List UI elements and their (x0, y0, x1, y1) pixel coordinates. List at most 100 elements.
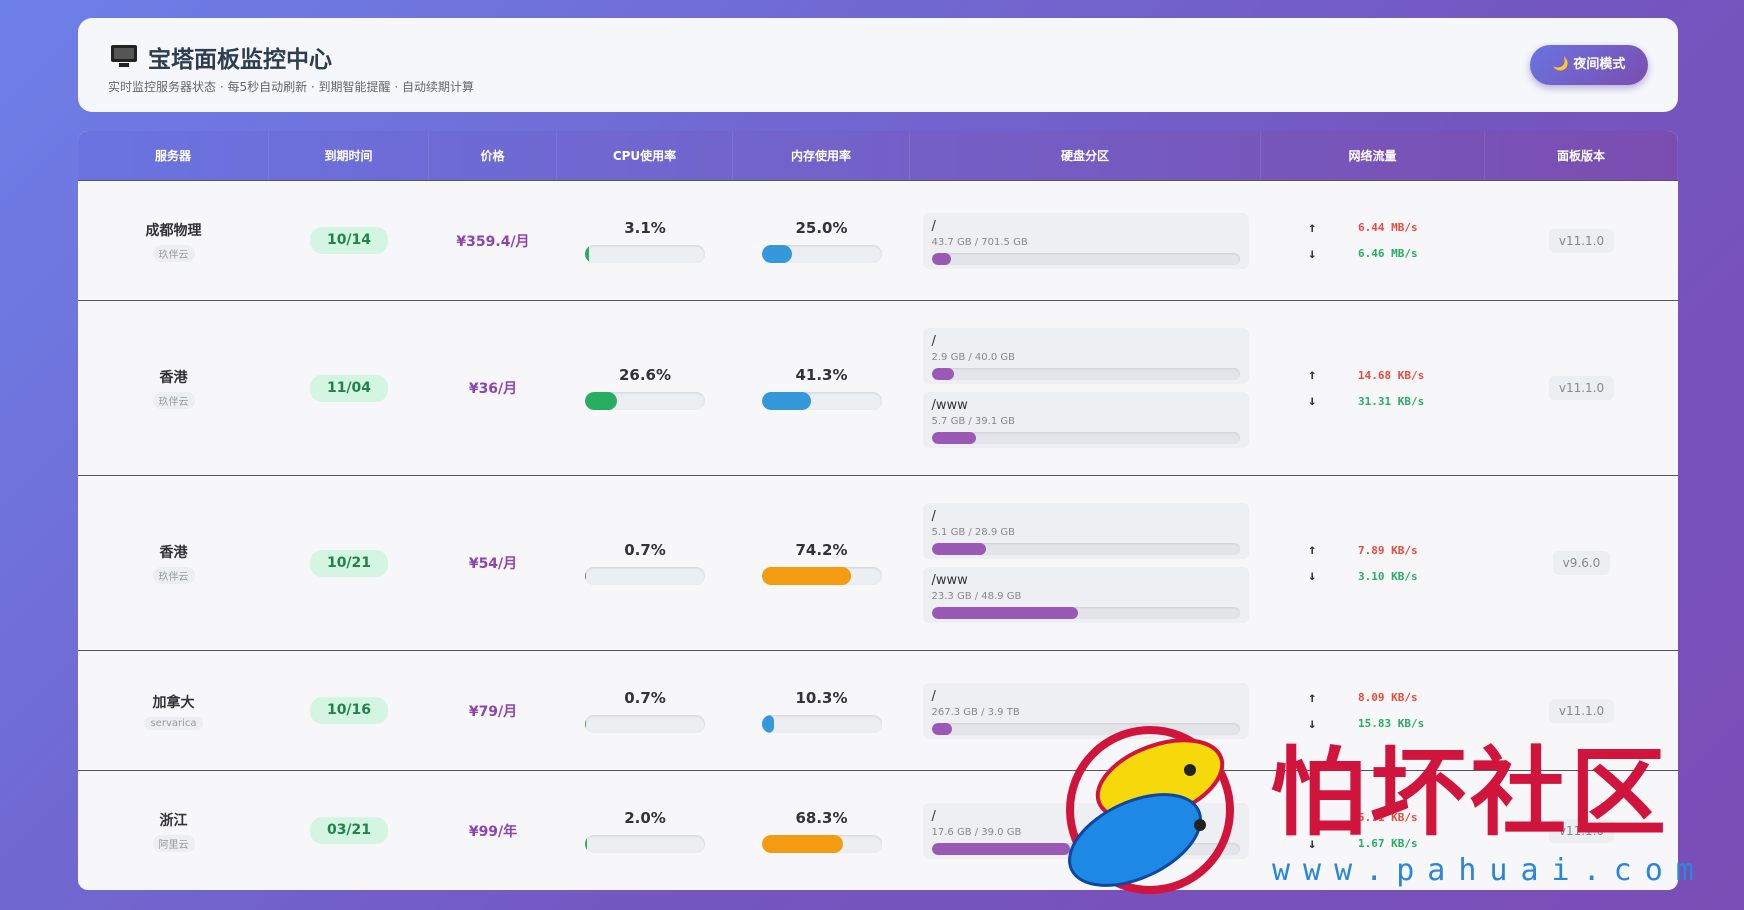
cell: 10/16 (269, 651, 429, 770)
cell: 03/21 (269, 771, 429, 890)
disk-partition: / 2.9 GB / 40.0 GB (922, 328, 1249, 384)
cell: / 5.1 GB / 28.9 GB/www 23.3 GB / 48.9 GB (910, 476, 1261, 650)
download-arrow: ↓ (1308, 393, 1317, 409)
cell: v9.6.0 (1485, 476, 1678, 650)
cpu-bar (585, 834, 588, 853)
cpu-percent: 26.6% (618, 366, 672, 384)
download-speed: 3.10 KB/s (1358, 569, 1418, 583)
memory-bar-track (761, 244, 882, 263)
download-speed: 31.31 KB/s (1358, 394, 1425, 408)
cell: v11.1.0 (1485, 771, 1678, 890)
download-speed: 15.83 KB/s (1358, 717, 1425, 730)
download-speed: 1.67 KB/s (1358, 837, 1418, 850)
server-row: 香港 玖伴云 11/04 ¥36/月 26.6% 41.3% / 2.9 GB / 40.0 … (78, 300, 1678, 475)
cell: 香港 玖伴云 (78, 476, 269, 650)
disk-bar (931, 368, 954, 380)
download-line: ↓ 15.83 KB/s (1308, 716, 1438, 732)
upload-line: ↑ 8.09 KB/s (1308, 690, 1438, 706)
disk-bar (931, 722, 953, 735)
cpu-bar-track (585, 834, 705, 853)
version-badge: v9.6.0 (1552, 551, 1611, 575)
server-name: 浙江 (159, 812, 188, 829)
expiry-badge: 10/14 (310, 227, 388, 254)
cell: 10/14 (269, 181, 429, 300)
upload-speed: 14.68 KB/s (1358, 368, 1425, 382)
expiry-badge: 03/21 (310, 817, 388, 844)
cell: 10/21 (269, 476, 429, 650)
disk-bar-track (931, 842, 1240, 855)
upload-speed: 7.89 KB/s (1358, 543, 1418, 557)
download-line: ↓ 3.10 KB/s (1308, 568, 1438, 584)
cell: ¥99/年 (429, 771, 557, 890)
provider-badge: 阿里云 (152, 834, 195, 852)
cpu-bar (585, 714, 586, 733)
memory-percent: 74.2% (795, 541, 848, 559)
download-arrow: ↓ (1308, 835, 1317, 852)
memory-bar (761, 834, 844, 853)
upload-line: ↑ 6.44 MB/s (1308, 220, 1438, 236)
upload-speed: 5.71 KB/s (1358, 811, 1418, 824)
cell: 68.3% (733, 771, 910, 890)
column-header: 面板版本 (1485, 131, 1678, 180)
disk-usage: 43.7 GB / 701.5 GB (931, 236, 1028, 248)
cpu-percent: 0.7% (624, 688, 666, 707)
provider-badge: 玖伴云 (152, 567, 195, 584)
night-mode-button[interactable]: 🌙 夜间模式 (1530, 45, 1648, 85)
disk-mount: /www (931, 398, 968, 413)
upload-arrow: ↑ (1308, 689, 1317, 706)
disk-mount: / (931, 509, 936, 524)
disk-partition: / 43.7 GB / 701.5 GB (922, 212, 1249, 269)
disk-partition: /www 5.7 GB / 39.1 GB (922, 392, 1249, 448)
disk-partition: /www 23.3 GB / 48.9 GB (922, 567, 1249, 623)
cell: 25.0% (733, 181, 910, 300)
disk-mount: / (931, 808, 936, 824)
expiry-badge: 10/21 (310, 549, 388, 577)
disk-usage: 267.3 GB / 3.9 TB (931, 706, 1020, 718)
expiry-badge: 10/16 (310, 697, 388, 724)
upload-line: ↑ 14.68 KB/s (1308, 367, 1438, 383)
disk-mount: / (931, 218, 936, 234)
column-header: 价格 (429, 131, 557, 180)
provider-badge: 玖伴云 (152, 392, 195, 409)
upload-line: ↑ 5.71 KB/s (1308, 810, 1438, 826)
price: ¥36/月 (468, 381, 518, 397)
cpu-bar (585, 567, 586, 585)
disk-usage: 5.7 GB / 39.1 GB (931, 416, 1015, 427)
memory-bar (761, 244, 792, 263)
disk-bar (931, 252, 951, 265)
disk-usage: 17.6 GB / 39.0 GB (931, 826, 1022, 838)
upload-arrow: ↑ (1308, 219, 1317, 236)
upload-line: ↑ 7.89 KB/s (1308, 542, 1438, 558)
version-badge: v11.1.0 (1548, 698, 1615, 723)
column-header: 硬盘分区 (910, 131, 1261, 180)
disk-partition: / 267.3 GB / 3.9 TB (922, 682, 1249, 739)
server-name: 成都物理 (145, 222, 202, 239)
price: ¥359.4/月 (456, 233, 530, 250)
disk-mount: /www (931, 573, 968, 588)
disk-bar-track (931, 368, 1240, 380)
cpu-bar (585, 244, 589, 263)
memory-bar-track (761, 392, 882, 410)
cell: / 267.3 GB / 3.9 TB (910, 651, 1261, 770)
disk-usage: 23.3 GB / 48.9 GB (931, 591, 1022, 602)
column-header: 内存使用率 (733, 131, 910, 180)
upload-speed: 6.44 MB/s (1358, 221, 1418, 234)
price: ¥79/月 (468, 703, 518, 720)
cell: ↑ 14.68 KB/s ↓ 31.31 KB/s (1261, 301, 1485, 475)
disk-partition: / 5.1 GB / 28.9 GB (922, 503, 1249, 559)
provider-badge: servarica (144, 716, 203, 730)
disk-bar (931, 543, 986, 555)
disk-mount: / (931, 688, 936, 704)
cell: v11.1.0 (1485, 651, 1678, 770)
column-header: 网络流量 (1261, 131, 1485, 180)
memory-bar (761, 567, 851, 585)
memory-bar-track (761, 714, 882, 733)
header-card: 宝塔面板监控中心 实时监控服务器状态 · 每5秒自动刷新 · 到期智能提醒 · … (78, 18, 1678, 112)
version-badge: v11.1.0 (1548, 376, 1615, 400)
cell: 0.7% (557, 651, 733, 770)
provider-badge: 玖伴云 (152, 244, 195, 262)
disk-bar-track (931, 722, 1240, 735)
cell: ↑ 8.09 KB/s ↓ 15.83 KB/s (1261, 651, 1485, 770)
cpu-percent: 0.7% (624, 541, 666, 559)
